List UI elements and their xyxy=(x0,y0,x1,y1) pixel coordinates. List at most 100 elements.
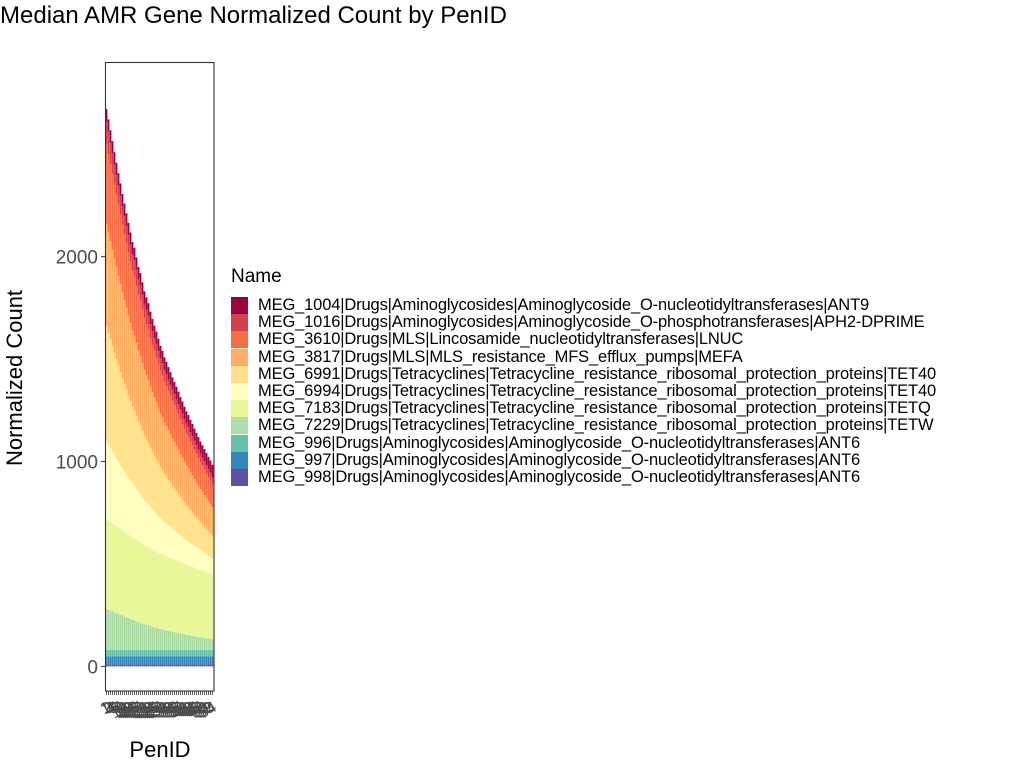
bar-segment xyxy=(193,567,196,637)
y-axis-title: Normalized Count xyxy=(2,290,27,466)
bar-segment xyxy=(173,656,176,665)
bar-segment xyxy=(211,464,214,478)
bar-segment xyxy=(161,363,164,376)
bar-segment xyxy=(187,436,190,469)
bar-segment xyxy=(119,614,122,651)
legend-label: MEG_6994|Drugs|Tetracyclines|Tetracyclin… xyxy=(258,382,937,401)
legend-title: Name xyxy=(231,266,282,287)
bar-segment xyxy=(191,512,194,545)
bar-segment xyxy=(145,374,148,440)
bar-segment xyxy=(195,636,198,651)
bar-segment xyxy=(169,395,172,435)
bar-segment xyxy=(203,571,206,638)
bar-segment xyxy=(201,637,204,651)
plot-border xyxy=(104,61,215,692)
legend-entry: MEG_997|Drugs|Aminoglycosides|Aminoglyco… xyxy=(231,451,936,469)
bar-segment xyxy=(113,184,116,259)
bar-segment xyxy=(195,454,198,483)
bar-segment xyxy=(127,656,130,665)
x-tick-label: 14 xyxy=(116,699,140,723)
bar-segment xyxy=(159,656,162,665)
legend-key xyxy=(231,365,248,383)
bar-segment xyxy=(117,173,120,186)
legend: Name MEG_1004|Drugs|Aminoglycosides|Amin… xyxy=(231,266,936,486)
bar-segment xyxy=(149,650,152,657)
x-tick-label: 17 xyxy=(122,699,146,723)
bar-segment xyxy=(139,542,142,623)
x-tick-label: 13 xyxy=(114,699,138,723)
bar-segment xyxy=(197,449,200,459)
bar-segment xyxy=(115,656,118,665)
bar-segment xyxy=(159,629,162,651)
bar-segment xyxy=(169,558,172,632)
bar-segment xyxy=(117,527,120,614)
x-tick-label: 10 xyxy=(108,699,132,723)
bar-segment xyxy=(167,664,170,667)
bar-segment xyxy=(109,650,112,657)
bar-segment xyxy=(195,656,198,665)
y-tick-label: 2000 xyxy=(56,248,98,269)
bar-segment xyxy=(147,664,150,667)
bar-segment xyxy=(171,664,174,667)
bar-segment xyxy=(117,275,120,366)
bar-segment xyxy=(195,547,198,569)
bar-segment xyxy=(123,664,126,667)
bar-segment xyxy=(129,232,132,245)
bar-segment xyxy=(209,656,212,665)
bar-segment xyxy=(161,554,164,630)
bar-segment xyxy=(167,656,170,665)
x-tick-label: 36 xyxy=(160,699,184,723)
bar-segment xyxy=(133,538,136,621)
bar-segment xyxy=(187,634,190,651)
bar-segment xyxy=(197,519,200,550)
bar-segment xyxy=(157,650,160,657)
bar-segment xyxy=(171,389,174,401)
bar-segment xyxy=(189,664,192,667)
bar-segment xyxy=(107,609,110,651)
bar-segment xyxy=(189,543,192,567)
bar-segment xyxy=(185,433,188,466)
bar-segment xyxy=(205,664,208,667)
bar-segment xyxy=(191,544,194,567)
bar-segment xyxy=(191,635,194,651)
bar-segment xyxy=(125,225,128,244)
x-tick-label: 47 xyxy=(182,699,206,723)
x-tick-marks xyxy=(106,691,213,695)
bar-segment xyxy=(171,400,174,439)
bar-segment xyxy=(143,545,146,625)
chart-title: Median AMR Gene Normalized Count by PenI… xyxy=(0,2,507,29)
bar-segment xyxy=(165,650,168,657)
bar-segment xyxy=(105,650,108,657)
bar-segment xyxy=(119,371,122,466)
bar-segment xyxy=(205,572,208,639)
bar-segment xyxy=(211,664,214,667)
bar-segment xyxy=(117,656,120,665)
bar-segment xyxy=(117,650,120,657)
bar-segment xyxy=(123,650,126,657)
bar-segment xyxy=(151,650,154,657)
bar-segment xyxy=(159,345,162,359)
bar-segment xyxy=(207,456,210,470)
bar-segment xyxy=(197,650,200,657)
bar-segment xyxy=(147,303,150,316)
legend-label: MEG_7229|Drugs|Tetracyclines|Tetracyclin… xyxy=(258,416,934,435)
legend-key xyxy=(231,314,248,332)
bar-segment xyxy=(125,213,128,226)
bar-segment xyxy=(209,638,212,651)
bar-segment xyxy=(151,664,154,667)
bar-segment xyxy=(105,143,108,224)
bar-segment xyxy=(201,465,204,492)
x-tick-label: 39 xyxy=(166,699,190,723)
bar-segment xyxy=(163,422,166,475)
bar-segment xyxy=(127,477,130,535)
bar-segment xyxy=(177,650,180,657)
bar-segment xyxy=(193,546,196,568)
bar-segment xyxy=(113,258,116,353)
bar-segment xyxy=(141,363,144,431)
bar-segment xyxy=(177,403,180,415)
x-tick-label: 31 xyxy=(150,699,174,723)
bar-segment xyxy=(199,441,202,454)
bar-segment xyxy=(205,452,208,466)
bar-segment xyxy=(205,650,208,657)
bar-segment xyxy=(115,613,118,651)
